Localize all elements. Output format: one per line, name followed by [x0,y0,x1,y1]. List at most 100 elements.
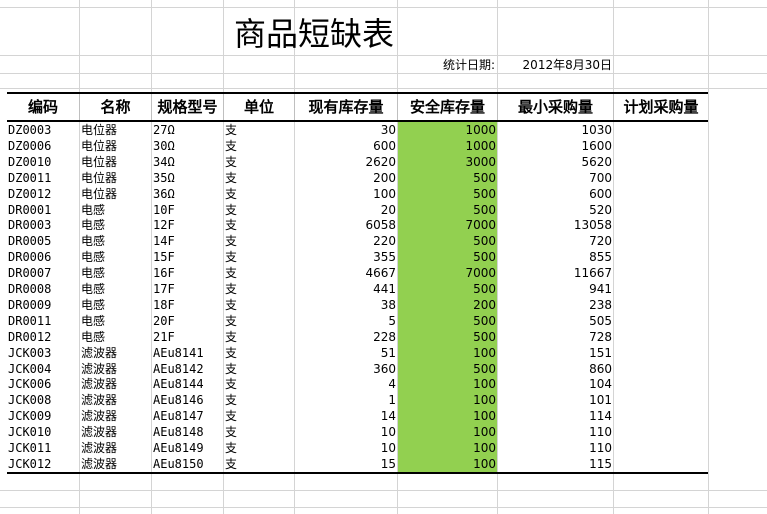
cell-unit[interactable]: 支 [225,441,238,455]
cell-current-stock[interactable]: 228 [373,329,396,344]
cell-min-purchase[interactable]: 728 [589,329,612,344]
cell-code[interactable]: DR0009 [8,297,52,312]
cell-safety-stock[interactable]: 1000 [465,138,496,153]
header-current-stock[interactable]: 现有库存量 [308,98,384,116]
cell-code[interactable]: JCK011 [8,441,52,455]
cell-safety-stock[interactable]: 500 [473,170,496,185]
cell-unit[interactable]: 支 [225,282,238,296]
cell-name[interactable]: 滤波器 [81,345,118,360]
cell-min-purchase[interactable]: 104 [589,377,612,392]
cell-unit[interactable]: 支 [225,202,238,217]
cell-code[interactable]: JCK010 [8,425,52,440]
cell-current-stock[interactable]: 30 [380,123,396,137]
header-min-purchase[interactable]: 最小采购量 [517,98,593,116]
cell-safety-stock[interactable]: 100 [473,393,496,408]
cell-code[interactable]: DR0001 [8,202,52,217]
cell-current-stock[interactable]: 2620 [365,154,396,169]
cell-code[interactable]: DR0003 [8,218,52,233]
cell-min-purchase[interactable]: 151 [589,345,612,360]
cell-unit[interactable]: 支 [225,170,238,185]
cell-min-purchase[interactable]: 110 [589,441,612,455]
header-unit[interactable]: 单位 [243,98,274,116]
cell-spec[interactable]: 18F [153,297,175,312]
cell-code[interactable]: DR0012 [8,329,52,344]
cell-current-stock[interactable]: 51 [380,345,396,360]
cell-unit[interactable]: 支 [225,409,238,424]
stat-date-value[interactable]: 2012年8月30日 [522,58,612,72]
cell-unit[interactable]: 支 [225,393,238,408]
cell-min-purchase[interactable]: 101 [589,393,612,408]
cell-safety-stock[interactable]: 500 [473,186,496,201]
cell-name[interactable]: 电感 [81,329,106,344]
cell-unit[interactable]: 支 [225,329,238,344]
cell-name[interactable]: 电感 [81,250,106,265]
cell-current-stock[interactable]: 15 [380,456,396,471]
cell-name[interactable]: 电感 [81,297,106,312]
cell-spec[interactable]: 30Ω [153,138,175,153]
cell-spec[interactable]: 14F [153,234,175,249]
cell-code[interactable]: DR0007 [8,266,52,281]
cell-spec[interactable]: 17F [153,282,175,296]
cell-unit[interactable]: 支 [225,218,238,233]
header-code[interactable]: 编码 [27,98,58,116]
cell-safety-stock[interactable]: 500 [473,202,496,217]
cell-safety-stock[interactable]: 7000 [465,218,496,233]
cell-spec[interactable]: 12F [153,218,175,233]
cell-unit[interactable]: 支 [225,345,238,360]
cell-min-purchase[interactable]: 5620 [581,154,612,169]
cell-min-purchase[interactable]: 1030 [581,123,612,137]
cell-name[interactable]: 电位器 [81,154,118,169]
cell-safety-stock[interactable]: 1000 [465,123,496,137]
cell-code[interactable]: JCK004 [8,361,52,376]
cell-safety-stock[interactable]: 7000 [465,266,496,281]
cell-safety-stock[interactable]: 100 [473,409,496,424]
cell-spec[interactable]: AEu8148 [153,425,204,440]
cell-safety-stock[interactable]: 500 [473,250,496,265]
cell-safety-stock[interactable]: 100 [473,441,496,455]
cell-code[interactable]: DZ0010 [8,154,52,169]
cell-code[interactable]: DR0008 [8,282,52,296]
cell-safety-stock[interactable]: 500 [473,329,496,344]
cell-unit[interactable]: 支 [225,186,238,201]
cell-code[interactable]: DZ0012 [8,186,52,201]
cell-name[interactable]: 电感 [81,313,106,328]
cell-safety-stock[interactable]: 100 [473,456,496,471]
cell-name[interactable]: 滤波器 [81,456,118,471]
cell-code[interactable]: DR0011 [8,313,52,328]
cell-current-stock[interactable]: 1 [388,393,396,408]
header-name[interactable]: 名称 [100,98,131,116]
cell-spec[interactable]: AEu8141 [153,345,204,360]
cell-code[interactable]: JCK006 [8,377,52,392]
cell-spec[interactable]: 36Ω [153,186,175,201]
cell-code[interactable]: DR0006 [8,250,52,265]
cell-current-stock[interactable]: 355 [373,250,396,265]
cell-code[interactable]: DZ0006 [8,138,52,153]
cell-name[interactable]: 电感 [81,266,106,281]
cell-min-purchase[interactable]: 238 [589,297,612,312]
cell-min-purchase[interactable]: 505 [589,313,612,328]
cell-safety-stock[interactable]: 100 [473,425,496,440]
cell-spec[interactable]: 20F [153,313,175,328]
cell-name[interactable]: 滤波器 [81,361,118,376]
cell-safety-stock[interactable]: 500 [473,313,496,328]
stat-date-label[interactable]: 统计日期: [442,58,495,72]
cell-spec[interactable]: AEu8144 [153,377,204,392]
cell-name[interactable]: 电位器 [81,123,118,137]
cell-safety-stock[interactable]: 500 [473,361,496,376]
cell-spec[interactable]: 21F [153,329,175,344]
cell-unit[interactable]: 支 [225,266,238,281]
cell-code[interactable]: DR0005 [8,234,52,249]
cell-unit[interactable]: 支 [225,361,238,376]
cell-current-stock[interactable]: 10 [380,425,396,440]
cell-safety-stock[interactable]: 100 [473,377,496,392]
cell-name[interactable]: 滤波器 [81,377,118,392]
cell-unit[interactable]: 支 [225,313,238,328]
cell-name[interactable]: 电位器 [81,138,118,153]
cell-current-stock[interactable]: 200 [373,170,396,185]
cell-spec[interactable]: AEu8146 [153,393,204,408]
cell-name[interactable]: 滤波器 [81,393,118,408]
cell-min-purchase[interactable]: 860 [589,361,612,376]
cell-current-stock[interactable]: 100 [373,186,396,201]
cell-spec[interactable]: 34Ω [153,154,175,169]
cell-current-stock[interactable]: 20 [380,202,396,217]
